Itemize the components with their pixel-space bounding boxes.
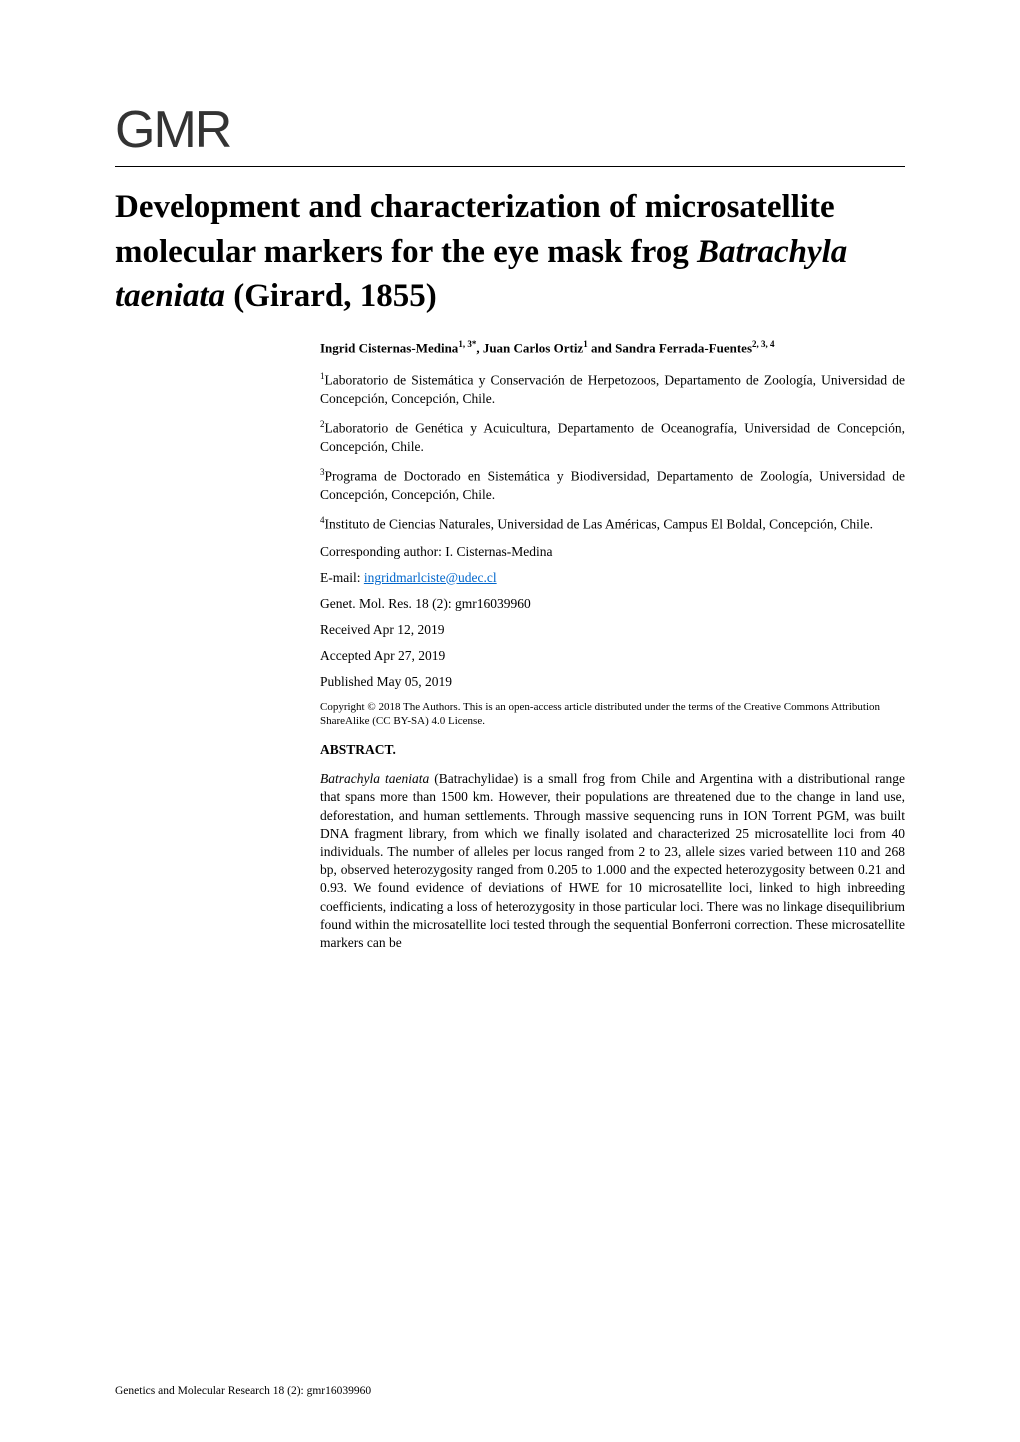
affiliation-3-text: Programa de Doctorado en Sistemática y B… xyxy=(320,468,905,501)
author-1-affil-sup: 1, 3* xyxy=(458,339,476,349)
corresponding-author: Corresponding author: I. Cisternas-Medin… xyxy=(320,544,905,560)
received-date: Received Apr 12, 2019 xyxy=(320,622,905,638)
author-3-affil-sup: 2, 3, 4 xyxy=(752,339,775,349)
affiliation-1-text: Laboratorio de Sistemática y Conservació… xyxy=(320,372,905,405)
copyright-notice: Copyright © 2018 The Authors. This is an… xyxy=(320,700,905,729)
affiliation-4: 4Instituto de Ciencias Naturales, Univer… xyxy=(320,514,905,534)
accepted-date: Accepted Apr 27, 2019 xyxy=(320,648,905,664)
abstract-species-name: Batrachyla taeniata xyxy=(320,771,429,786)
published-date: Published May 05, 2019 xyxy=(320,674,905,690)
author-2: , Juan Carlos Ortiz xyxy=(476,340,583,355)
affiliation-3: 3Programa de Doctorado en Sistemática y … xyxy=(320,466,905,504)
email-label: E-mail: xyxy=(320,570,364,585)
affiliation-4-text: Instituto de Ciencias Naturales, Univers… xyxy=(325,516,874,531)
title-text-suffix: (Girard, 1855) xyxy=(225,278,437,314)
journal-logo: GMR xyxy=(115,100,905,160)
email-link[interactable]: ingridmarlciste@udec.cl xyxy=(364,570,497,585)
authors-line: Ingrid Cisternas-Medina1, 3*, Juan Carlo… xyxy=(320,339,905,356)
affiliation-2-text: Laboratorio de Genética y Acuicultura, D… xyxy=(320,420,905,453)
abstract-body: Batrachyla taeniata (Batrachylidae) is a… xyxy=(320,770,905,952)
affiliation-1: 1Laboratorio de Sistemática y Conservaci… xyxy=(320,370,905,408)
article-title: Development and characterization of micr… xyxy=(115,185,905,319)
title-rule xyxy=(115,166,905,167)
citation-line: Genet. Mol. Res. 18 (2): gmr16039960 xyxy=(320,596,905,612)
abstract-heading: ABSTRACT. xyxy=(320,742,905,758)
email-line: E-mail: ingridmarlciste@udec.cl xyxy=(320,570,905,586)
abstract-text: (Batrachylidae) is a small frog from Chi… xyxy=(320,771,905,950)
author-1: Ingrid Cisternas-Medina xyxy=(320,340,458,355)
page-footer: Genetics and Molecular Research 18 (2): … xyxy=(115,1385,371,1397)
affiliation-2: 2Laboratorio de Genética y Acuicultura, … xyxy=(320,418,905,456)
author-3: and Sandra Ferrada-Fuentes xyxy=(588,340,752,355)
